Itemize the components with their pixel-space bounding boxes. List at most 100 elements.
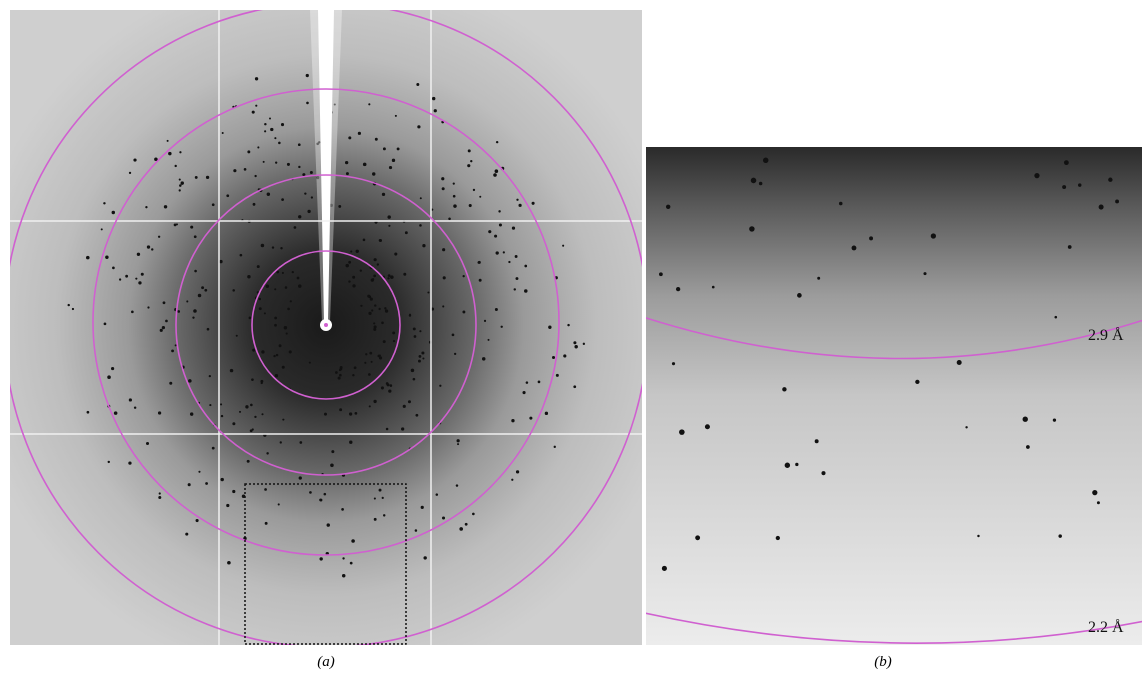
spot [176, 223, 178, 225]
spot [382, 497, 384, 499]
spot [257, 265, 260, 268]
spot [138, 281, 141, 284]
spot [111, 367, 114, 370]
spot [1092, 490, 1097, 495]
spot [574, 345, 577, 348]
spot [532, 202, 535, 205]
spot [284, 326, 287, 329]
spot [273, 355, 275, 357]
spot [782, 387, 786, 391]
spot [135, 278, 137, 280]
spot [495, 169, 499, 173]
spot [179, 151, 181, 153]
spot [294, 226, 297, 229]
spot [108, 461, 110, 463]
spot [454, 353, 456, 355]
spot [434, 109, 437, 112]
spot [358, 132, 361, 135]
spot [529, 417, 532, 420]
spot [378, 355, 381, 358]
spot [776, 536, 780, 540]
spot [281, 123, 284, 126]
spot [1097, 501, 1100, 504]
spot [261, 244, 265, 248]
spot [87, 411, 90, 414]
spot [413, 378, 416, 381]
panel-a-image [4, 3, 648, 647]
spot [392, 159, 395, 162]
spot [141, 273, 144, 276]
spot [255, 105, 257, 107]
spot [415, 529, 418, 532]
spot [230, 369, 233, 372]
spot [137, 253, 140, 256]
spot [508, 261, 510, 263]
spot [432, 97, 435, 100]
spot [363, 239, 366, 242]
spot [751, 178, 757, 184]
spot [346, 172, 349, 175]
spot [518, 204, 521, 207]
spot [388, 274, 391, 277]
spot [239, 411, 241, 413]
spot [384, 307, 386, 309]
spot [247, 150, 250, 153]
spot [167, 140, 169, 142]
spot [459, 527, 463, 531]
spot [281, 198, 284, 201]
spot [499, 223, 502, 226]
spot [349, 441, 352, 444]
spot [371, 309, 373, 311]
spot [129, 172, 131, 174]
spot [146, 442, 149, 445]
figure: 2.9 Å 2.2 Å (a) (b) [0, 0, 1142, 673]
spot [453, 195, 456, 198]
spot [373, 322, 375, 324]
spot [164, 205, 167, 208]
spot [418, 360, 421, 363]
panel-label: (a) [317, 654, 335, 670]
spot [374, 304, 376, 306]
spot [252, 111, 255, 114]
spot [249, 317, 252, 320]
spot [206, 176, 209, 179]
spot [422, 357, 424, 359]
spot [387, 277, 389, 279]
spot [274, 324, 277, 327]
spot [160, 329, 163, 332]
spot [352, 374, 354, 376]
spot [338, 205, 341, 208]
spot [420, 197, 422, 199]
spot [405, 231, 408, 234]
spot [201, 286, 204, 289]
spot [381, 386, 384, 389]
spot [397, 147, 400, 150]
spot [494, 235, 497, 238]
spot [339, 374, 342, 377]
spot [175, 165, 177, 167]
spot [515, 277, 518, 280]
spot [484, 320, 486, 322]
spot [131, 311, 134, 314]
spot [372, 172, 375, 175]
spot [165, 320, 168, 323]
spot [386, 382, 389, 385]
spot [345, 264, 348, 267]
spot [247, 460, 250, 463]
spot [190, 226, 193, 229]
spot [472, 513, 475, 516]
spot [232, 422, 235, 425]
spot [712, 286, 715, 289]
spot [383, 514, 385, 516]
spot [495, 308, 498, 311]
spot [258, 298, 261, 301]
spot [931, 233, 936, 238]
spot [255, 77, 258, 80]
spot [72, 308, 74, 310]
spot [306, 102, 309, 105]
spot [562, 245, 564, 247]
spot [266, 452, 268, 454]
spot [227, 561, 231, 565]
spot [340, 366, 343, 369]
spot [112, 211, 115, 214]
